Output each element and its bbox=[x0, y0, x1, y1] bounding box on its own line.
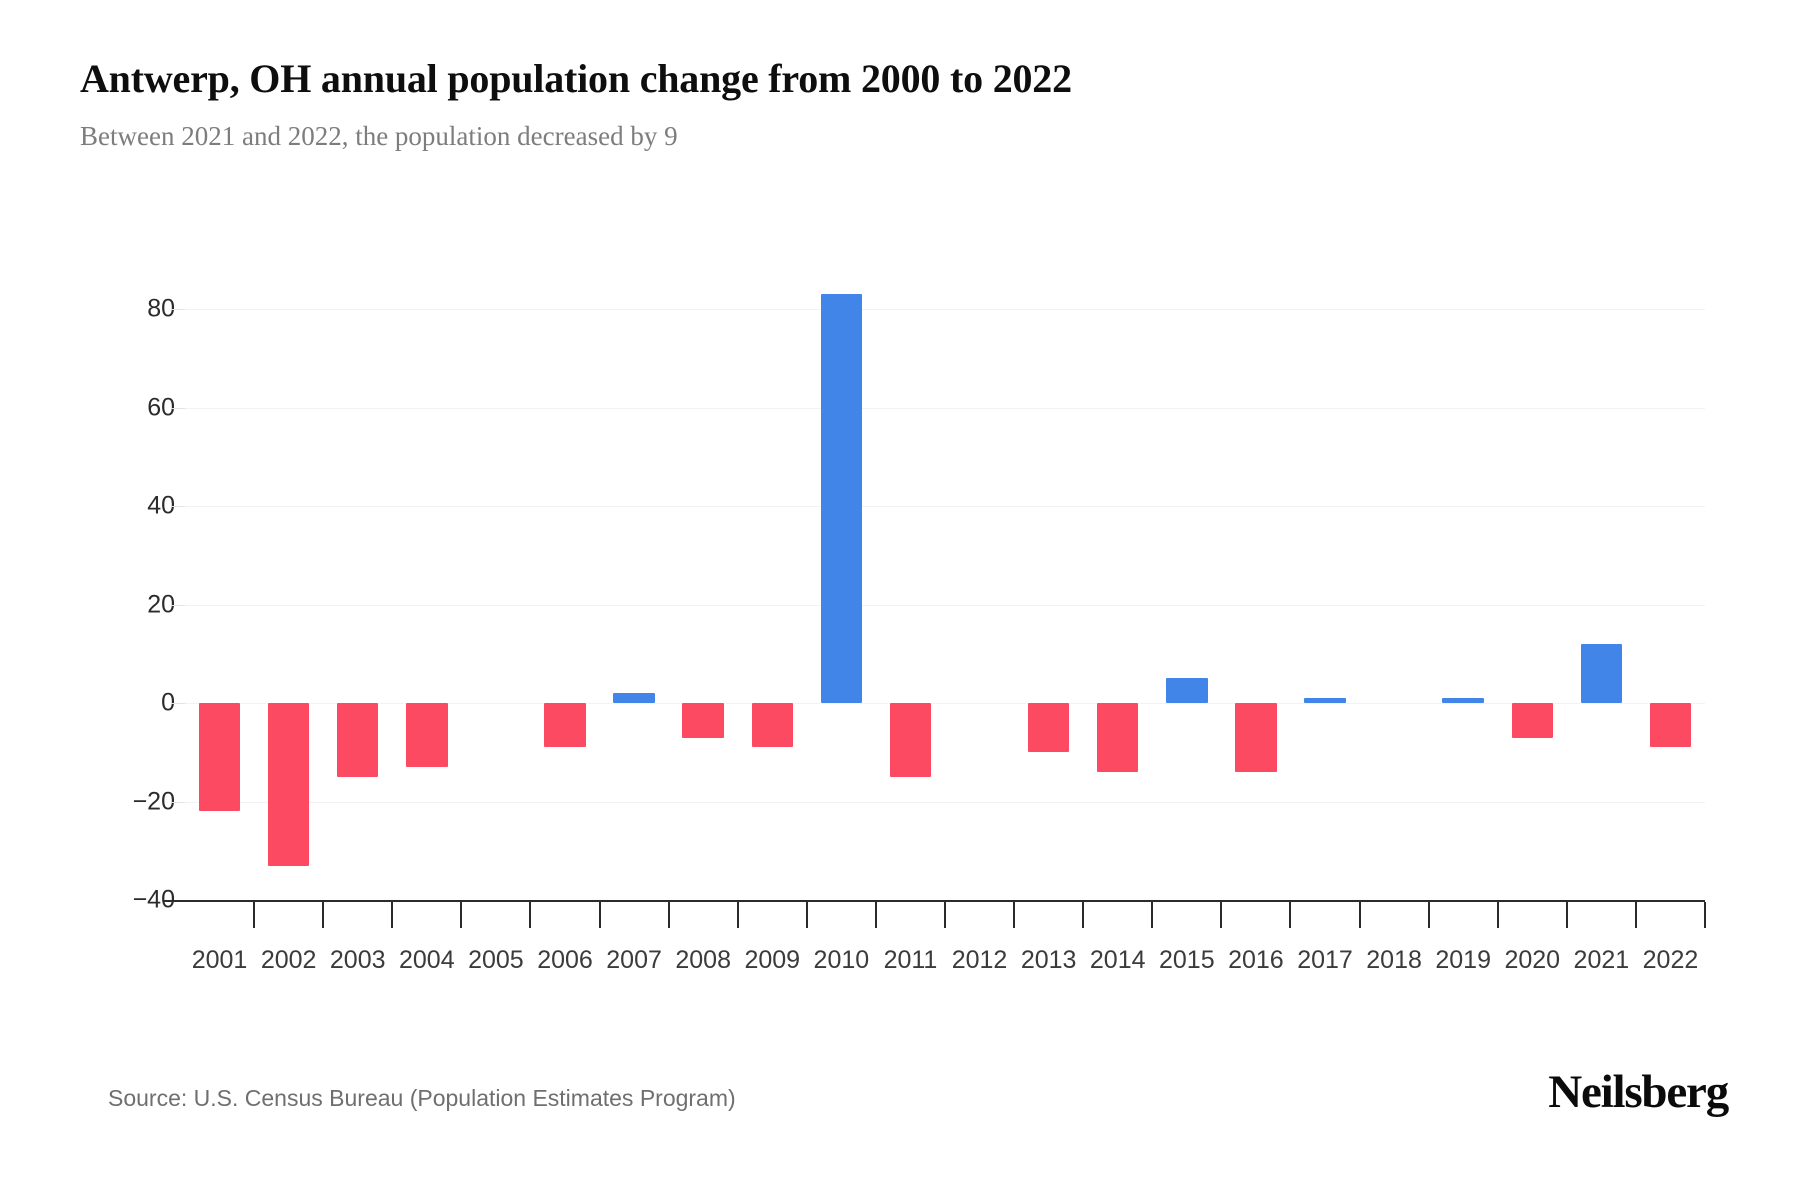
x-axis-tick-label-2015: 2015 bbox=[1159, 946, 1215, 974]
bar-2020[interactable] bbox=[1511, 703, 1553, 738]
y-axis-tick-mark bbox=[171, 309, 185, 311]
x-axis-tick-label-2021: 2021 bbox=[1573, 946, 1630, 974]
x-axis-tick-mark bbox=[1013, 902, 1016, 928]
x-axis-tick-label-2008: 2008 bbox=[675, 946, 731, 974]
x-axis-tick-label-2004: 2004 bbox=[399, 946, 455, 974]
x-axis-tick-mark bbox=[944, 902, 946, 928]
x-axis-tick-mark bbox=[1565, 902, 1568, 928]
y-axis-tick-mark bbox=[171, 407, 185, 409]
y-axis-tick-mark bbox=[171, 703, 185, 705]
x-axis-tick-label-2012: 2012 bbox=[951, 946, 1008, 974]
x-axis-tick-mark bbox=[1634, 902, 1637, 928]
x-axis-tick-mark bbox=[805, 902, 808, 928]
x-axis-tick-label-2017: 2017 bbox=[1297, 946, 1353, 974]
x-axis-line bbox=[163, 900, 1705, 902]
page-title: Antwerp, OH annual population change fro… bbox=[80, 56, 1072, 101]
y-axis-tick-label: −20 bbox=[132, 787, 175, 816]
gridline bbox=[185, 703, 1705, 705]
x-axis-tick-label-2018: 2018 bbox=[1366, 946, 1422, 974]
bar-2008[interactable] bbox=[682, 703, 724, 738]
x-axis-tick-label-2003: 2003 bbox=[329, 946, 386, 974]
x-axis-tick-label-2009: 2009 bbox=[744, 946, 801, 974]
bar-2013[interactable] bbox=[1027, 703, 1070, 753]
bar-2017[interactable] bbox=[1304, 698, 1346, 704]
x-axis-tick-mark bbox=[322, 902, 325, 928]
gridline bbox=[185, 604, 1705, 606]
bar-2021[interactable] bbox=[1580, 644, 1623, 704]
x-axis-tick-mark bbox=[1427, 902, 1430, 928]
x-axis-tick-mark bbox=[1358, 902, 1361, 928]
x-axis-tick-mark bbox=[1496, 902, 1499, 928]
y-axis-tick-label: 80 bbox=[147, 294, 175, 323]
x-axis-tick-mark bbox=[253, 902, 256, 928]
x-axis-tick-mark bbox=[1704, 902, 1706, 928]
x-axis-tick-mark bbox=[1220, 902, 1223, 928]
bar-2004[interactable] bbox=[406, 703, 448, 768]
bar-2010[interactable] bbox=[820, 294, 863, 704]
x-axis-tick-label-2010: 2010 bbox=[813, 946, 870, 974]
bar-2014[interactable] bbox=[1097, 703, 1139, 772]
bar-2007[interactable] bbox=[613, 693, 655, 704]
x-axis-tick-label-2001: 2001 bbox=[191, 946, 248, 974]
y-axis-tick-label: 60 bbox=[147, 393, 175, 422]
gridline bbox=[185, 801, 1705, 803]
gridline bbox=[185, 506, 1705, 508]
y-axis-tick-mark bbox=[171, 506, 185, 508]
x-axis-tick-label-2019: 2019 bbox=[1435, 946, 1491, 974]
bar-2009[interactable] bbox=[751, 703, 793, 748]
x-axis-tick-label-2013: 2013 bbox=[1020, 946, 1077, 974]
x-axis-tick-mark bbox=[460, 902, 463, 928]
bar-2011[interactable] bbox=[889, 703, 932, 777]
chart-subtitle: Between 2021 and 2022, the population de… bbox=[80, 121, 678, 151]
bar-2002[interactable] bbox=[267, 703, 310, 866]
x-axis-tick-label-2002: 2002 bbox=[260, 946, 317, 974]
source-note: Source: U.S. Census Bureau (Population E… bbox=[108, 1085, 736, 1111]
x-axis-tick-mark bbox=[874, 902, 877, 928]
bar-2001[interactable] bbox=[198, 703, 241, 812]
bar-2019[interactable] bbox=[1442, 698, 1484, 704]
x-axis-tick-label-2006: 2006 bbox=[537, 946, 593, 974]
x-axis-tick-mark bbox=[529, 902, 532, 928]
x-axis-tick-mark bbox=[1151, 902, 1154, 928]
x-axis-tick-label-2020: 2020 bbox=[1504, 946, 1561, 974]
x-axis-tick-mark bbox=[1289, 902, 1292, 928]
bar-2015[interactable] bbox=[1166, 678, 1208, 704]
y-axis-tick-label: 20 bbox=[147, 590, 175, 619]
x-axis-tick-label-2016: 2016 bbox=[1228, 946, 1284, 974]
brand-logo: Neilsberg bbox=[1548, 1066, 1729, 1118]
bar-2003[interactable] bbox=[337, 703, 379, 777]
gridline bbox=[185, 407, 1705, 409]
x-axis-tick-mark bbox=[736, 902, 739, 928]
y-axis-tick-label: 40 bbox=[147, 491, 175, 520]
x-axis-tick-label-2014: 2014 bbox=[1089, 946, 1146, 974]
x-axis-tick-label-2022: 2022 bbox=[1642, 946, 1699, 974]
bar-2022[interactable] bbox=[1649, 703, 1692, 748]
x-axis-tick-label-2007: 2007 bbox=[606, 946, 662, 974]
y-axis-tick-mark bbox=[171, 604, 185, 606]
y-axis-tick-label: −40 bbox=[132, 885, 175, 914]
x-axis-tick-mark bbox=[391, 902, 394, 928]
x-axis-tick-label-2005: 2005 bbox=[468, 946, 524, 974]
gridline bbox=[185, 309, 1705, 311]
x-axis-tick-mark bbox=[598, 902, 601, 928]
y-axis-tick-label: 0 bbox=[161, 688, 175, 717]
x-axis-tick-mark bbox=[667, 902, 670, 928]
y-axis-tick-mark bbox=[171, 801, 185, 803]
bar-2006[interactable] bbox=[544, 703, 586, 748]
bar-2016[interactable] bbox=[1235, 703, 1277, 772]
plot-area: 80 60 40 20 0 −20 −40 2001 2002 2003 2004 2005 2006… bbox=[133, 260, 1706, 974]
x-axis-tick-mark bbox=[1082, 902, 1085, 928]
x-axis-tick-label-2011: 2011 bbox=[883, 946, 938, 974]
